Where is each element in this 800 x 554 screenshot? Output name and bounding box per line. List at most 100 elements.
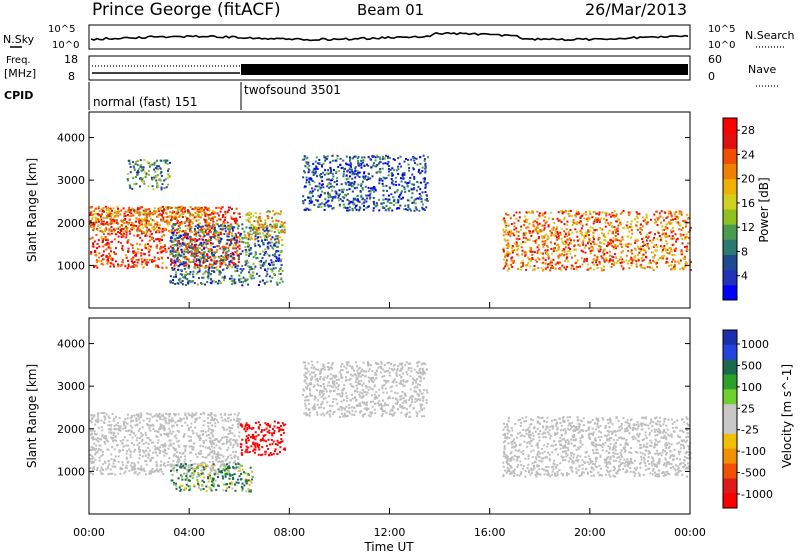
echo-cell: [313, 181, 316, 184]
echo-cell: [160, 444, 163, 447]
echo-cell: [226, 232, 229, 235]
echo-cell: [96, 437, 99, 439]
echo-cell: [324, 157, 327, 160]
echo-cell: [615, 231, 617, 234]
echo-cell: [619, 223, 622, 226]
echo-cell: [530, 235, 533, 237]
echo-cell: [211, 252, 213, 255]
echo-cell: [402, 177, 405, 180]
echo-cell: [185, 250, 188, 253]
echo-cell: [196, 250, 199, 253]
echo-cell: [588, 239, 591, 242]
echo-cell: [268, 254, 271, 257]
echo-cell: [209, 225, 212, 228]
echo-cell: [346, 170, 349, 173]
echo-cell: [162, 216, 165, 219]
echo-cell: [358, 176, 361, 178]
echo-cell: [161, 424, 164, 427]
echo-cell: [208, 263, 211, 266]
echo-cell: [171, 210, 174, 213]
echo-cell: [503, 221, 506, 223]
echo-cell: [588, 210, 591, 213]
echo-cell: [211, 457, 214, 460]
echo-cell: [218, 225, 220, 228]
echo-cell: [180, 254, 183, 257]
echo-cell: [612, 240, 614, 243]
echo-cell: [183, 242, 186, 245]
echo-cell: [651, 266, 654, 269]
echo-cell: [558, 219, 561, 222]
echo-cell: [196, 271, 199, 274]
echo-cell: [265, 238, 268, 241]
echo-cell: [561, 240, 564, 243]
echo-cell: [151, 467, 154, 470]
echo-cell: [169, 413, 172, 416]
echo-cell: [159, 450, 162, 452]
echo-cell: [233, 418, 235, 421]
echo-cell: [178, 459, 181, 462]
echo-cell: [418, 169, 420, 172]
echo-cell: [263, 230, 266, 233]
echo-cell: [213, 259, 216, 262]
echo-cell: [213, 262, 216, 265]
echo-cell: [374, 156, 377, 159]
echo-cell: [142, 260, 145, 263]
echo-cell: [183, 275, 186, 278]
echo-cell: [508, 245, 511, 248]
echo-cell: [135, 253, 138, 256]
echo-cell: [213, 226, 216, 229]
echo-cell: [144, 460, 147, 462]
echo-cell: [153, 163, 156, 166]
echo-cell: [572, 265, 575, 268]
echo-cell: [605, 214, 608, 217]
echo-cell: [254, 238, 257, 241]
echo-cell: [369, 192, 372, 195]
echo-cell: [250, 236, 253, 239]
echo-cell: [350, 182, 353, 185]
echo-cell: [385, 177, 388, 179]
echo-cell: [544, 211, 547, 214]
echo-cell: [128, 221, 131, 224]
echo-cell: [96, 439, 99, 442]
echo-cell: [308, 183, 311, 186]
echo-cell: [541, 237, 544, 240]
echo-cell: [383, 207, 386, 209]
echo-cell: [173, 267, 176, 270]
echo-cell: [559, 231, 562, 234]
echo-cell: [404, 208, 407, 211]
echo-cell: [189, 229, 192, 232]
echo-cell: [194, 426, 197, 429]
echo-cell: [270, 227, 273, 230]
echo-cell: [347, 169, 350, 172]
echo-cell: [555, 226, 558, 229]
echo-cell: [648, 232, 651, 234]
echo-cell: [222, 460, 224, 463]
echo-cell: [622, 267, 625, 270]
echo-cell: [139, 206, 142, 209]
echo-cell: [359, 207, 362, 209]
echo-cell: [554, 232, 557, 235]
echo-cell: [93, 240, 96, 243]
echo-cell: [141, 239, 144, 242]
echo-cell: [263, 236, 266, 239]
echo-cell: [680, 211, 683, 214]
echo-cell: [228, 232, 231, 235]
echo-cell: [221, 436, 224, 439]
echo-cell: [229, 443, 232, 446]
echo-cell: [505, 259, 508, 262]
echo-cell: [673, 265, 676, 268]
echo-cell: [205, 490, 208, 493]
echo-cell: [156, 229, 159, 232]
echo-cell: [121, 463, 124, 466]
echo-cell: [140, 206, 143, 209]
echo-cell: [654, 249, 657, 252]
echo-cell: [329, 161, 332, 164]
echo-cell: [148, 220, 151, 222]
echo-cell: [90, 433, 92, 436]
echo-cell: [592, 240, 595, 243]
echo-cell: [514, 243, 517, 246]
echo-cell: [381, 179, 384, 182]
echo-cell: [257, 240, 260, 243]
echo-cell: [188, 221, 191, 224]
echo-cell: [354, 197, 357, 200]
